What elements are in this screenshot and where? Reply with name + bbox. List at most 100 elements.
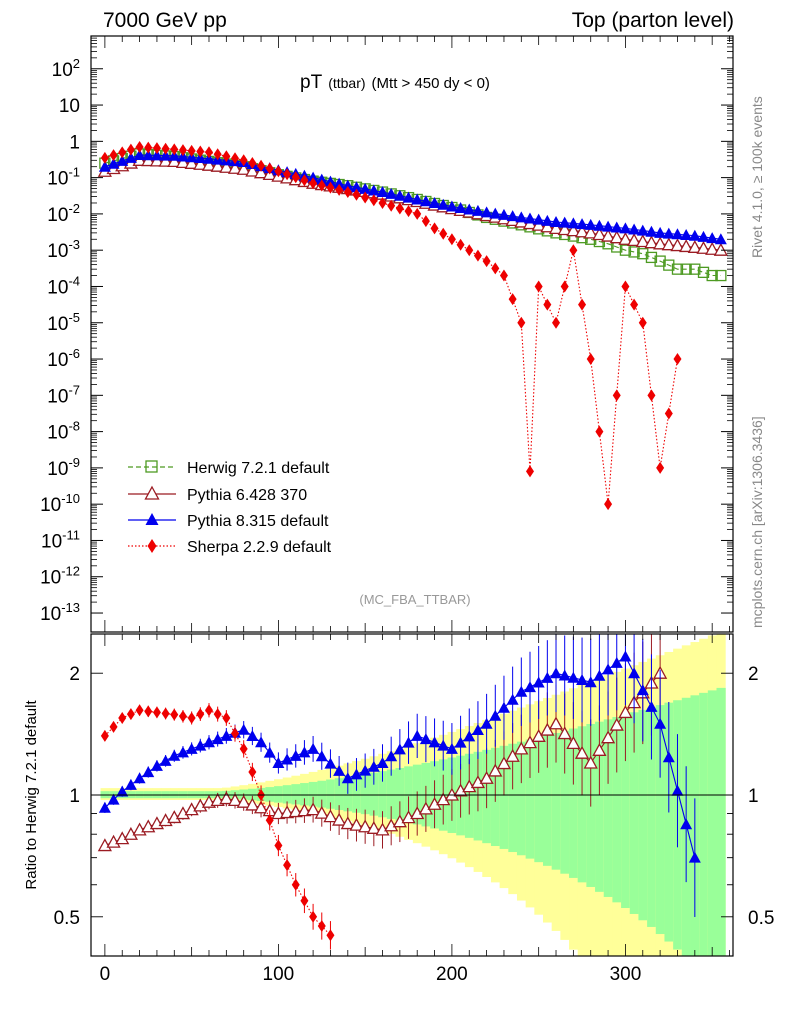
ratio-point (317, 920, 326, 933)
data-point (635, 234, 650, 248)
ratio-point (170, 708, 179, 721)
band-inner (534, 737, 544, 863)
data-point (548, 220, 564, 234)
data-point (118, 146, 127, 159)
data-point (497, 208, 510, 220)
ratio-point (688, 851, 701, 863)
data-point (647, 389, 656, 402)
ratio-point (178, 710, 187, 723)
band-inner (543, 735, 553, 866)
data-point (395, 202, 404, 215)
ratio-point (522, 735, 538, 749)
data-point (515, 211, 528, 223)
ratio-point (227, 793, 243, 807)
ratio-point (118, 711, 127, 724)
ratio-point (187, 711, 196, 724)
legend: Herwig 7.2.1 default Pythia 6.428 370 Py… (128, 460, 332, 556)
ratio-point (567, 671, 580, 683)
ratio-point (194, 739, 207, 751)
data-point (602, 220, 615, 232)
ratio-point (385, 750, 398, 762)
band-inner (326, 779, 336, 809)
ratio-point (326, 929, 335, 942)
band-inner (569, 728, 579, 878)
ratio-point (213, 708, 222, 721)
band-inner (378, 771, 388, 818)
data-point (152, 142, 161, 155)
ratio-point (246, 729, 259, 741)
legend-label-pythia6: Pythia 6.428 370 (187, 487, 307, 504)
data-point (621, 280, 630, 293)
band-inner (621, 714, 631, 908)
data-point (654, 255, 666, 267)
ratio-point (245, 797, 260, 811)
data-point (499, 269, 508, 282)
data-point (245, 163, 260, 177)
data-point (402, 191, 415, 203)
data-point (593, 219, 606, 231)
data-point (274, 165, 283, 178)
band-inner (551, 732, 561, 870)
main-plot-series (97, 140, 728, 511)
band-inner (516, 741, 527, 856)
y-tick-label: 10-12 (40, 564, 80, 589)
y-tick-label: 10-3 (47, 237, 80, 262)
ratio-point (557, 726, 572, 740)
header-left: 7000 GeV pp (103, 9, 227, 32)
data-point (584, 218, 597, 230)
ratio-point (583, 755, 598, 769)
data-point (144, 141, 153, 154)
ratio-point (333, 764, 346, 776)
axis-tick-labels: 10210110-110-210-310-410-510-610-710-810… (40, 56, 774, 985)
band-inner (716, 687, 726, 956)
title-sub: (ttbar) (328, 75, 365, 91)
data-point (309, 177, 318, 190)
ratio-point (619, 650, 632, 662)
data-point (543, 298, 552, 311)
ratio-point (142, 766, 155, 778)
title-cut: (Mtt > 450 dy < 0) (372, 75, 490, 92)
x-tick-label: 300 (610, 964, 642, 985)
ratio-point (340, 816, 355, 830)
ratio-point (662, 751, 675, 763)
ratio-point (100, 729, 109, 742)
data-point (187, 144, 196, 157)
ratio-point (204, 704, 213, 717)
ratio-point (202, 736, 215, 748)
ratio-point (239, 742, 248, 755)
band-inner (395, 767, 405, 821)
band-inner (282, 785, 292, 804)
data-point (628, 246, 640, 258)
ratio-point (505, 748, 520, 762)
ratio-point (176, 746, 189, 758)
ratio-point (593, 669, 606, 681)
series-1 (97, 152, 728, 256)
band-inner (265, 787, 275, 802)
data-point (705, 241, 720, 255)
data-point (550, 215, 563, 227)
data-point (326, 181, 335, 194)
data-point (645, 251, 658, 264)
band-inner (308, 781, 318, 807)
data-point (109, 149, 118, 162)
x-tick-label: 100 (263, 964, 295, 985)
ratio-point (124, 778, 137, 790)
data-point (552, 316, 561, 329)
data-point (447, 233, 456, 246)
ratio-point (628, 667, 641, 679)
data-point (644, 235, 659, 249)
data-point (413, 207, 422, 220)
ratio-point (480, 717, 493, 729)
ratio-point (445, 742, 458, 754)
band-inner (603, 719, 613, 897)
data-point (560, 280, 569, 293)
ratio-ylabel: Ratio to Herwig 7.2.1 default (23, 700, 40, 890)
ratio-point (248, 765, 257, 778)
data-point (116, 154, 129, 166)
data-point (463, 203, 476, 215)
ratio-point (314, 805, 329, 819)
ratio-point (283, 859, 292, 872)
x-tick-label: 200 (436, 964, 468, 985)
data-point (437, 198, 450, 210)
band-inner (595, 721, 605, 892)
